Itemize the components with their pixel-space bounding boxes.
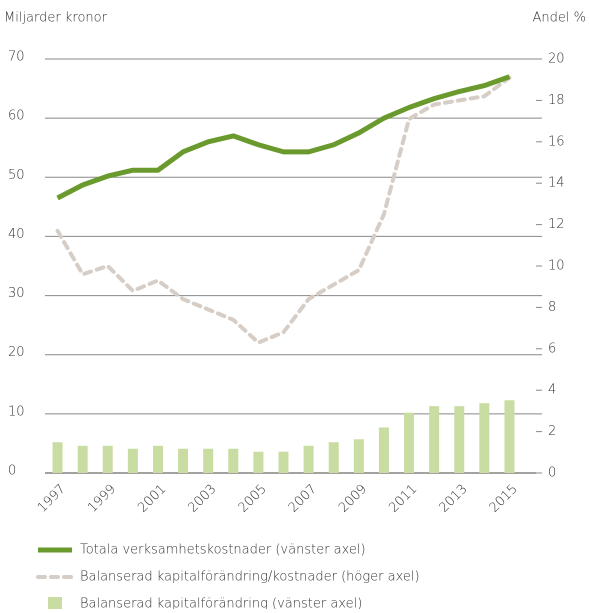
x-tick-label: 1999 xyxy=(85,482,119,516)
bar xyxy=(328,442,339,473)
y2-tick-label: 0 xyxy=(548,466,556,481)
y2-tick-label: 10 xyxy=(548,259,565,274)
bar xyxy=(429,406,440,473)
bar xyxy=(127,448,138,473)
bar xyxy=(404,412,415,473)
y2-tick-label: 2 xyxy=(548,424,556,439)
y-tick-label: 50 xyxy=(8,168,25,183)
x-tick-label: 2013 xyxy=(437,482,471,516)
y2-tick-label: 16 xyxy=(548,134,565,149)
legend-swatch xyxy=(48,597,62,611)
bar xyxy=(178,448,189,473)
bar xyxy=(479,403,490,473)
x-tick-label: 2003 xyxy=(185,482,219,516)
y2-tick-label: 14 xyxy=(548,176,565,191)
y-tick-label: 40 xyxy=(8,227,25,242)
bar xyxy=(102,445,113,473)
y-tick-label: 60 xyxy=(8,109,25,124)
legend-label: Balanserad kapitalförändring (vänster ax… xyxy=(80,597,362,610)
y-tick-label: 30 xyxy=(8,286,25,301)
bar xyxy=(52,442,63,473)
bar xyxy=(504,400,515,473)
y2-tick-label: 6 xyxy=(548,341,556,356)
bar xyxy=(228,448,239,473)
x-tick-label: 2001 xyxy=(135,482,169,516)
bar xyxy=(454,406,465,473)
bar xyxy=(278,451,289,473)
y2-tick-label: 20 xyxy=(548,52,565,67)
y-axis-title: Miljarder kronor xyxy=(4,11,108,26)
bar xyxy=(77,445,88,473)
x-tick-label: 2005 xyxy=(236,482,270,516)
legend-label: Totala verksamhetskostnader (vänster axe… xyxy=(80,543,366,558)
bar xyxy=(253,451,264,473)
y2-tick-label: 18 xyxy=(548,93,565,108)
legend-label: Balanserad kapitalförändring/kostnader (… xyxy=(80,570,420,585)
y2-axis-title: Andel % xyxy=(533,11,586,26)
bar xyxy=(353,439,364,473)
bar xyxy=(203,448,214,473)
y2-tick-label: 12 xyxy=(548,217,565,232)
x-tick-label: 2011 xyxy=(386,482,420,516)
y-tick-label: 20 xyxy=(8,345,25,360)
x-tick-label: 1997 xyxy=(35,482,69,516)
bar xyxy=(378,427,389,473)
y-tick-label: 10 xyxy=(8,404,25,419)
y-tick-label: 70 xyxy=(8,50,25,65)
bar xyxy=(152,445,163,473)
dashed-line xyxy=(55,75,512,345)
x-tick-label: 2007 xyxy=(286,482,320,516)
x-tick-label: 2009 xyxy=(336,482,370,516)
x-tick-label: 2015 xyxy=(487,482,521,516)
bar xyxy=(303,445,314,473)
y2-tick-label: 4 xyxy=(548,383,556,398)
y2-tick-label: 8 xyxy=(548,300,556,315)
y-tick-label: 0 xyxy=(8,464,16,479)
line xyxy=(56,74,511,201)
